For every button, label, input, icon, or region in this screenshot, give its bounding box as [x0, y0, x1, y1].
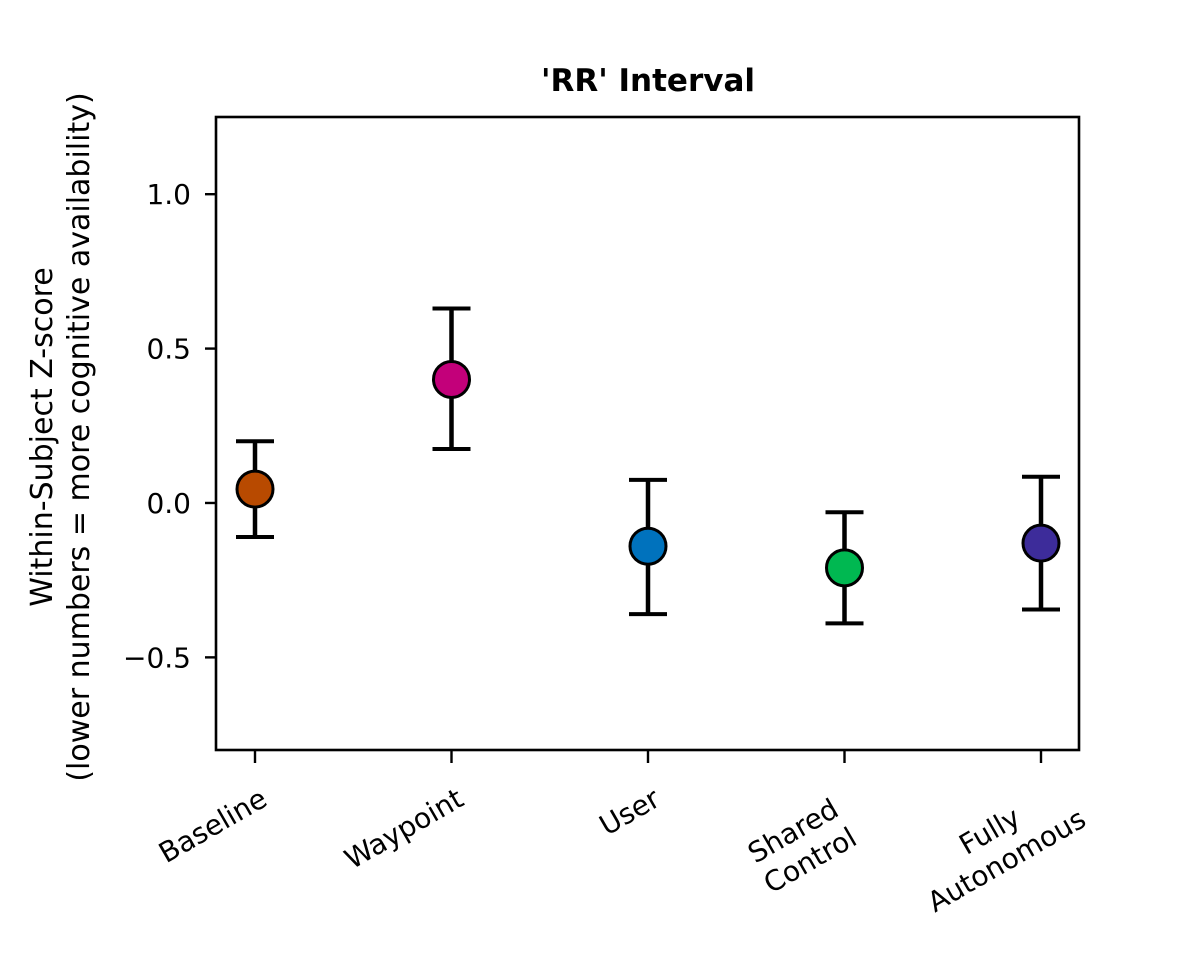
x-tick-label: Baseline [153, 782, 272, 870]
y-tick-label: 0.5 [146, 333, 191, 366]
y-axis-label-line-1: Within-Subject Z-score [25, 267, 60, 606]
x-tick-label: User [594, 781, 666, 842]
y-axis-label-line-2: (lower numbers = more cognitive availabi… [62, 92, 97, 781]
x-tick-label: Waypoint [339, 782, 469, 876]
plot-area-frame [214, 115, 1081, 752]
y-axis-ticks: 1.0 0.5 0.0 −0.5 [123, 178, 216, 674]
data-points [235, 306, 1061, 626]
y-axis-label: Within-Subject Z-score (lower numbers = … [25, 92, 97, 781]
data-point [432, 359, 471, 399]
data-point [235, 469, 275, 509]
x-tick-label-line: Baseline [153, 782, 272, 870]
data-point [825, 548, 864, 588]
x-tick-label-line: User [594, 781, 666, 842]
y-tick-label: 1.0 [146, 178, 191, 211]
data-point [1021, 523, 1061, 563]
x-tick-label-line: Waypoint [339, 782, 469, 876]
y-tick-label: 0.0 [146, 487, 191, 520]
data-point [628, 526, 668, 566]
y-tick-label: −0.5 [123, 641, 191, 674]
chart-title: 'RR' Interval [541, 63, 755, 99]
